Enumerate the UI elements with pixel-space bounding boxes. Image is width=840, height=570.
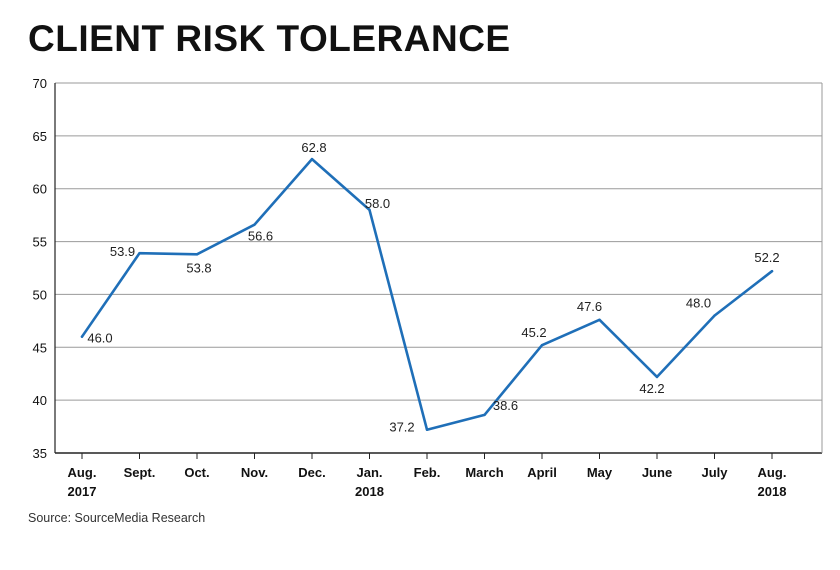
data-label: 42.2 [639, 381, 664, 396]
data-point [310, 157, 314, 161]
data-label: 45.2 [521, 325, 546, 340]
data-point [598, 318, 601, 321]
data-point [80, 335, 84, 338]
y-axis-ticks: 35 40 45 50 55 60 65 70 [33, 76, 47, 461]
data-point [540, 343, 544, 347]
x-tick-label: Aug. [68, 465, 97, 480]
data-label: 38.6 [493, 398, 518, 413]
y-tick-label: 60 [33, 182, 47, 197]
x-tick-label: Sept. [124, 465, 156, 480]
data-label: 58.0 [365, 196, 390, 211]
data-label: 46.0 [87, 331, 112, 346]
x-tick-label: Dec. [298, 465, 325, 480]
y-tick-label: 40 [33, 393, 47, 408]
x-tick-label: 2017 [68, 484, 97, 499]
x-tick-label: March [465, 465, 503, 480]
x-tick-label: July [701, 465, 728, 480]
x-tick-label: Jan. [356, 465, 382, 480]
data-label: 37.2 [389, 420, 414, 435]
x-tick-label: 2018 [758, 484, 787, 499]
x-tick-label: Oct. [184, 465, 209, 480]
y-tick-label: 45 [33, 340, 47, 355]
x-axis: Aug. 2017 Sept. Oct. Nov. Dec. Jan. 2018 Feb. Mar… [68, 453, 787, 499]
data-point [655, 375, 659, 379]
x-tick-label: Nov. [241, 465, 268, 480]
x-tick-label: Feb. [414, 465, 441, 480]
y-tick-label: 50 [33, 287, 47, 302]
x-tick-label: June [642, 465, 672, 480]
y-tick-label: 70 [33, 76, 47, 91]
data-series [80, 157, 774, 432]
x-tick-label: May [587, 465, 613, 480]
data-label: 47.6 [577, 299, 602, 314]
data-label: 53.8 [186, 260, 211, 275]
chart-title: CLIENT RISK TOLERANCE [28, 18, 511, 59]
data-point [770, 269, 774, 273]
x-tick-label: April [527, 465, 557, 480]
data-label: 53.9 [110, 244, 135, 259]
x-tick-label: 2018 [355, 484, 384, 499]
data-point [713, 314, 716, 317]
source-note: Source: SourceMedia Research [28, 511, 206, 525]
x-tick-label: Aug. [758, 465, 787, 480]
y-tick-label: 55 [33, 235, 47, 250]
data-point [195, 253, 199, 256]
data-point [138, 252, 141, 255]
data-label: 62.8 [301, 140, 326, 155]
data-point [425, 428, 429, 431]
data-point [253, 223, 256, 226]
y-tick-label: 35 [33, 446, 47, 461]
line-chart: 35 40 45 50 55 60 65 70 Aug. 2017 Sept. Oct. Nov. De… [33, 76, 823, 499]
data-label: 52.2 [754, 250, 779, 265]
y-tick-label: 65 [33, 129, 47, 144]
data-point [368, 208, 371, 212]
data-point [483, 413, 486, 417]
data-label: 56.6 [248, 229, 273, 244]
grid-lines [54, 82, 823, 454]
data-labels: 46.0 53.9 53.8 56.6 62.8 58.0 37.2 38.6 45.2 47.6… [87, 140, 779, 435]
data-label: 48.0 [686, 296, 711, 311]
